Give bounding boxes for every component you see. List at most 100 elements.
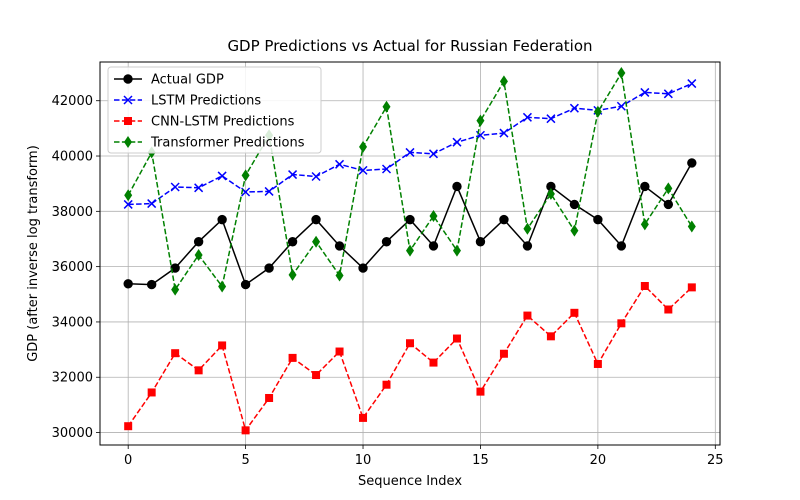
data-point	[663, 89, 673, 99]
data-point	[217, 171, 227, 181]
legend: Actual GDP LSTM Predictions CNN-LSTM Predi…	[107, 66, 322, 154]
data-point	[287, 237, 298, 247]
data-point	[523, 222, 532, 235]
data-point	[664, 305, 673, 314]
x-tick-label: 25	[707, 453, 724, 468]
data-point	[640, 281, 649, 290]
data-point	[616, 101, 626, 111]
x-tick-label: 10	[355, 453, 372, 468]
data-point	[218, 341, 227, 350]
data-point	[499, 214, 509, 225]
data-point	[358, 263, 368, 273]
data-point	[570, 224, 579, 237]
data-point	[311, 171, 321, 182]
data-point	[240, 279, 251, 290]
data-point	[687, 158, 697, 168]
data-point	[264, 186, 274, 196]
data-point	[452, 334, 461, 343]
x-tick-label: 5	[241, 453, 249, 468]
data-point	[664, 182, 673, 195]
data-point	[124, 422, 133, 431]
legend-marker	[123, 95, 133, 105]
data-point	[499, 128, 509, 138]
data-point	[640, 181, 650, 192]
data-point	[171, 283, 180, 296]
data-point	[546, 332, 555, 341]
data-point	[569, 103, 579, 113]
data-point	[452, 244, 461, 257]
data-point	[687, 283, 696, 292]
legend-marker	[123, 74, 133, 84]
data-point	[382, 100, 391, 113]
series-3	[124, 67, 696, 296]
data-point	[687, 220, 696, 233]
data-point	[428, 241, 439, 251]
data-point	[241, 169, 250, 182]
data-point	[359, 413, 368, 422]
data-point	[499, 75, 508, 88]
data-point	[429, 358, 438, 367]
data-point	[147, 388, 156, 397]
ticks: 0 5 10 15 20 25 30000 32000 34000 36000 38000 40000…	[52, 94, 724, 468]
y-tick-label: 32000	[52, 371, 93, 386]
data-point	[288, 353, 297, 362]
series-0	[123, 158, 697, 290]
data-point	[382, 380, 391, 389]
data-point	[406, 244, 414, 257]
data-point	[640, 87, 650, 97]
y-axis-title: GDP (after inverse log transform)	[26, 145, 41, 362]
legend-box	[107, 66, 322, 154]
data-point	[406, 339, 414, 348]
data-point	[241, 426, 250, 435]
data-point	[617, 319, 626, 328]
data-point	[218, 280, 227, 293]
data-point	[475, 237, 486, 247]
data-point	[335, 347, 344, 356]
data-point	[381, 237, 392, 247]
y-tick-label: 40000	[52, 150, 93, 165]
data-point	[640, 218, 649, 231]
data-point	[123, 279, 133, 289]
data-point	[335, 159, 345, 169]
data-point	[194, 249, 203, 262]
data-point	[546, 114, 556, 124]
data-point	[312, 235, 321, 248]
data-point	[288, 268, 297, 281]
x-tick-label: 15	[472, 453, 489, 468]
data-point	[687, 79, 697, 89]
data-point	[617, 67, 626, 80]
data-point	[358, 165, 368, 175]
x-axis-title: Sequence Index	[358, 474, 462, 489]
data-point	[569, 199, 580, 210]
data-point	[476, 114, 485, 127]
data-point	[499, 349, 508, 358]
data-point	[476, 387, 485, 396]
data-point	[522, 112, 532, 122]
y-tick-label: 38000	[52, 205, 93, 220]
legend-marker	[124, 136, 132, 148]
data-point	[546, 187, 555, 200]
data-point	[217, 214, 227, 225]
series-line	[127, 284, 693, 432]
data-point	[593, 359, 602, 368]
x-tick-label: 20	[590, 453, 607, 468]
data-point	[171, 349, 180, 358]
data-point	[265, 393, 274, 402]
data-point	[428, 149, 439, 159]
data-point	[593, 105, 602, 118]
data-point	[405, 147, 415, 157]
data-point	[334, 241, 345, 251]
data-point	[405, 214, 415, 225]
y-tick-label: 30000	[52, 426, 93, 441]
data-point	[429, 210, 438, 223]
data-point	[147, 199, 157, 209]
y-tick-label: 34000	[52, 315, 93, 330]
data-point	[381, 164, 392, 174]
data-point	[523, 311, 532, 320]
data-point	[312, 371, 321, 380]
legend-label: LSTM Predictions	[151, 94, 261, 109]
data-point	[288, 170, 298, 180]
data-point	[264, 263, 274, 273]
data-point	[123, 199, 133, 209]
